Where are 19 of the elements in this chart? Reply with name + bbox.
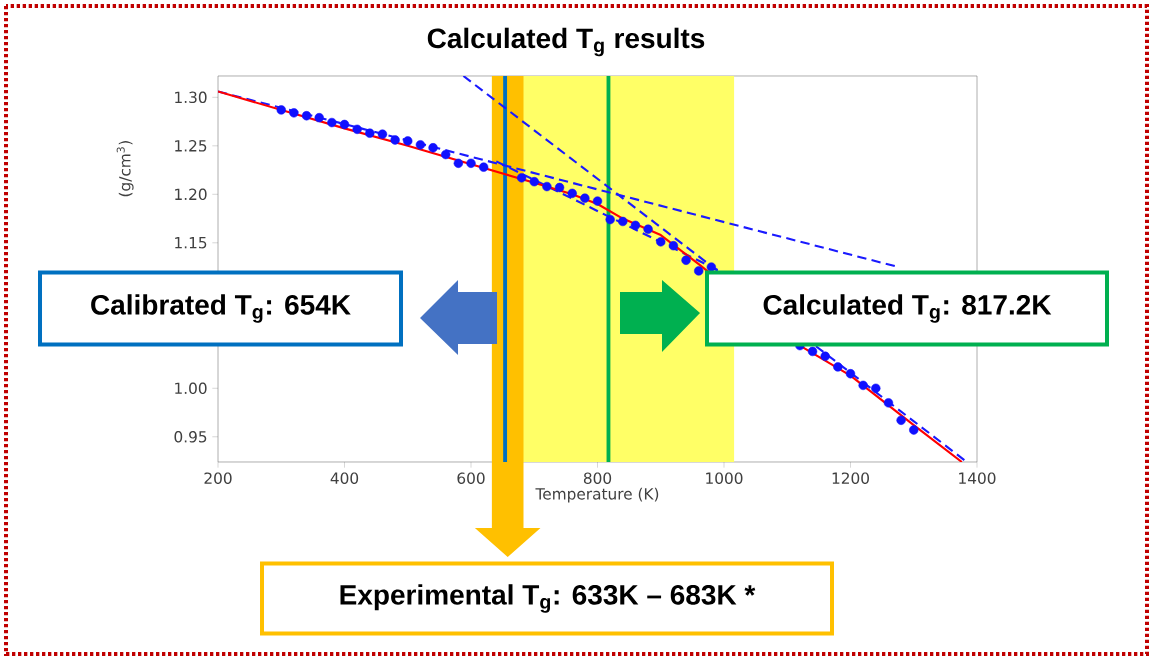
- chart-title: Calculated T$_{g}$ results: [427, 27, 705, 57]
- y-tick-label: 1.30: [175, 91, 207, 104]
- x-tick-label: 200: [204, 472, 232, 484]
- x-tick-label: 600: [457, 472, 485, 484]
- y-axis-title: (g/cm$^{3}$): [116, 141, 134, 197]
- x-axis-title: Temperature (K): [535, 487, 659, 503]
- x-tick-label: 1400: [959, 472, 996, 484]
- x-tick-label: 400: [330, 472, 359, 484]
- x-tick-label: 1000: [706, 472, 743, 484]
- y-tick-label: 1.15: [175, 237, 207, 249]
- y-tick-label: 1.00: [175, 382, 207, 395]
- x-tick-label: 1200: [832, 472, 869, 484]
- annotation: Calibrated T$_{g}$: 654K: [91, 294, 351, 323]
- x-tick-label: 800: [583, 472, 612, 484]
- y-tick-label: 1.25: [175, 140, 207, 152]
- y-tick-label: 0.95: [174, 430, 207, 443]
- text: Experimental T$_{g}$: 633K – 683K *: [340, 584, 756, 613]
- y-tick-label: 1.20: [175, 188, 207, 201]
- annotation: Calculated T$_{g}$: 817.2K: [763, 294, 1052, 323]
